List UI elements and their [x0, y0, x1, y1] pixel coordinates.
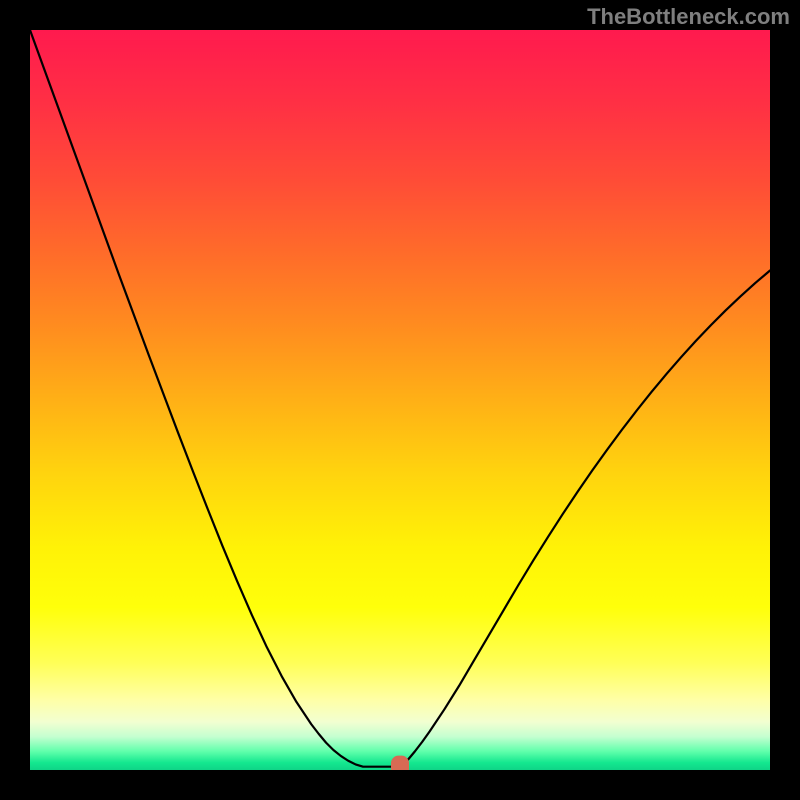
plot-area — [30, 30, 770, 770]
plot-svg — [30, 30, 770, 770]
optimal-marker — [392, 756, 409, 770]
plot-background — [30, 30, 770, 770]
watermark-text: TheBottleneck.com — [587, 4, 790, 30]
